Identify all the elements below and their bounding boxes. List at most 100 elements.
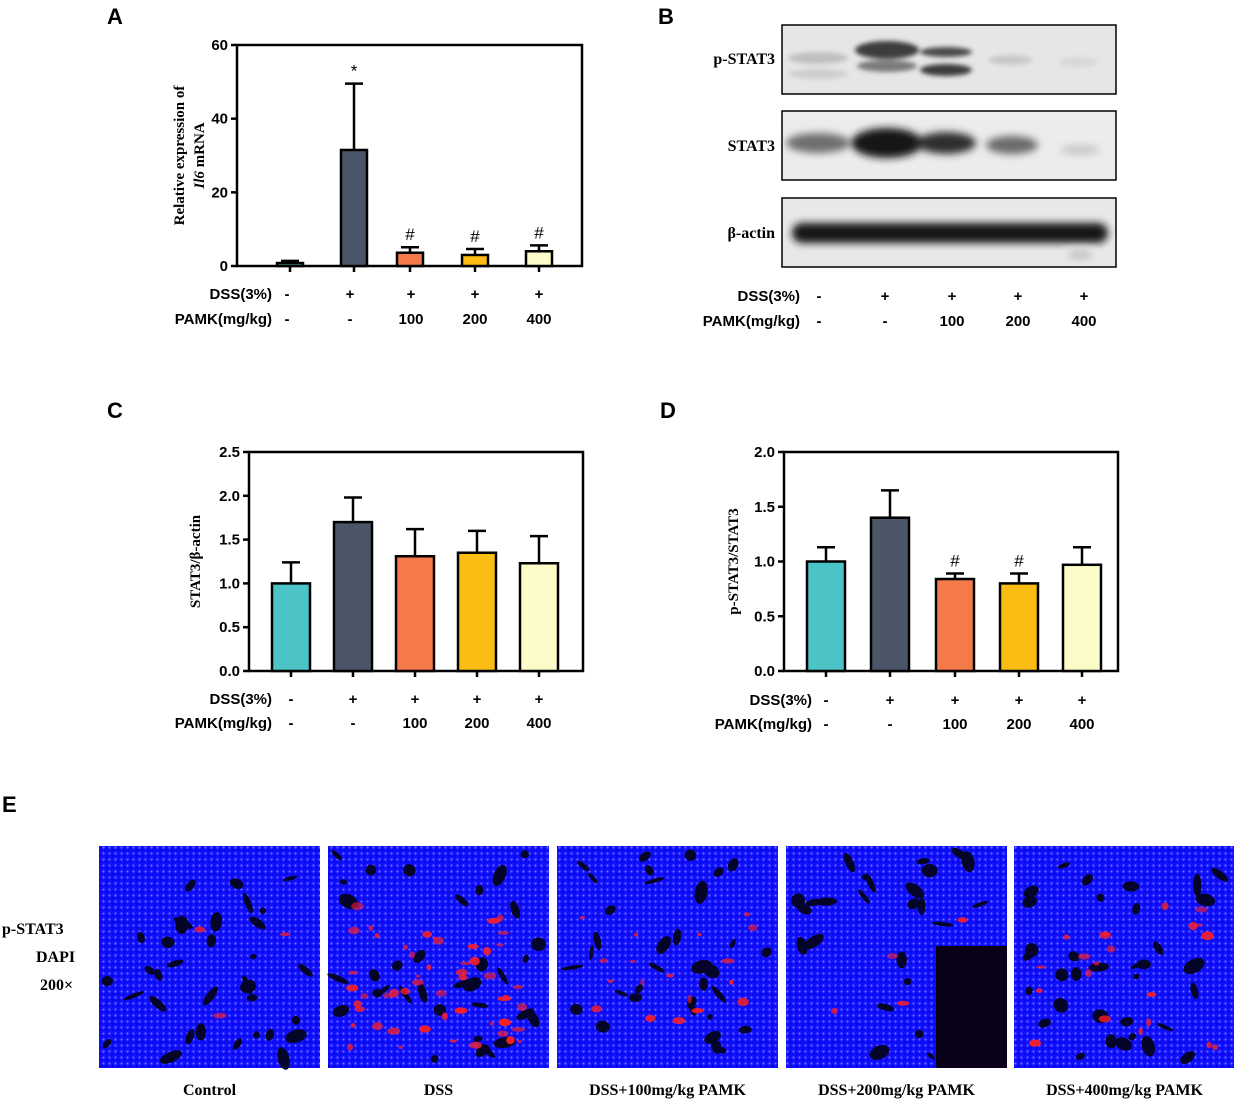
y-axis-label: Relative expression of <box>172 85 188 226</box>
y-tick-label: 1.5 <box>754 499 775 516</box>
pstat3-signal <box>347 1043 354 1051</box>
tissue-gap <box>1057 862 1071 869</box>
pstat3-signal <box>517 1003 528 1011</box>
tissue-gap <box>1180 1051 1196 1065</box>
pstat3-signal <box>483 946 492 956</box>
pamk-row-label: PAMK(mg/kg) <box>703 313 800 330</box>
pstat3-signal <box>1138 1027 1143 1036</box>
pstat3-signal <box>351 902 364 911</box>
pstat3-signal <box>346 984 359 992</box>
if-caption: DSS <box>424 1082 453 1099</box>
y-tick-label: 2.5 <box>219 444 240 461</box>
pstat3-signal <box>441 1012 448 1021</box>
pstat3-signal <box>687 994 692 1004</box>
panel-letter-b: B <box>658 4 674 29</box>
tissue-gap <box>391 960 403 971</box>
bar-dss-100 <box>394 554 436 673</box>
pstat3-signal <box>743 912 751 917</box>
dss-value: + <box>951 692 960 709</box>
tissue-gap <box>250 954 257 960</box>
tissue-gap <box>791 893 806 908</box>
pstat3-signal <box>449 1039 457 1043</box>
tissue-gap <box>154 968 163 981</box>
pstat3-signal <box>435 989 447 997</box>
tissue-gap <box>972 900 989 908</box>
pstat3-signal <box>1206 1041 1212 1049</box>
tissue-gap <box>684 849 697 861</box>
pstat3-signal <box>432 936 444 945</box>
y-tick-label: 20 <box>211 184 228 201</box>
tissue-gap <box>101 975 114 987</box>
tissue-gap <box>522 954 529 963</box>
pamk-value: 400 <box>526 311 551 328</box>
bar-dss-200 <box>998 582 1040 673</box>
tissue-gap <box>233 1038 243 1050</box>
if-legend-magnification: 200× <box>40 977 73 994</box>
pamk-value: - <box>883 313 888 330</box>
pstat3-signal <box>426 964 432 971</box>
dss-row-label: DSS(3%) <box>737 288 800 305</box>
tissue-gap <box>1025 986 1033 996</box>
tissue-gap <box>403 864 416 877</box>
tissue-gap <box>803 934 824 950</box>
dss-value: + <box>1078 692 1087 709</box>
tissue-gap <box>605 905 616 915</box>
tissue-gap <box>1096 893 1105 902</box>
pstat3-signal <box>418 1025 431 1033</box>
bar-control <box>270 582 312 673</box>
tissue-gap <box>185 879 196 892</box>
condition-rows: DSS(3%)PAMK(mg/kg)--+-+100+200+400DSS(3%… <box>175 286 1097 733</box>
y-tick-label: 0.5 <box>219 619 240 636</box>
y-axis-label: STAT3/β-actin <box>188 514 204 608</box>
significance-marker: # <box>1014 552 1024 571</box>
pstat3-signal <box>1098 1015 1111 1023</box>
dark-region <box>936 946 1007 1068</box>
pstat3-signal <box>454 1007 468 1014</box>
pstat3-signal <box>721 958 735 964</box>
tissue-gap <box>327 973 349 985</box>
tissue-gap <box>951 847 969 861</box>
dss-row-label: DSS(3%) <box>749 692 812 709</box>
tissue-gap <box>914 1029 924 1039</box>
tissue-gap <box>865 873 876 893</box>
tissue-gap <box>265 1028 275 1041</box>
bar-control <box>275 261 305 268</box>
tissue-gap <box>1022 895 1037 908</box>
pstat3-signal <box>1099 931 1112 939</box>
tissue-gap <box>249 916 266 930</box>
bar-dss-400 <box>518 562 560 673</box>
bar-dss-400 <box>1061 563 1103 673</box>
tissue-gap <box>240 979 257 994</box>
pstat3-signal <box>422 931 433 938</box>
pstat3-signal <box>279 932 291 937</box>
tissue-gap <box>1088 962 1109 972</box>
tissue-gap <box>455 894 469 907</box>
tissue-gap <box>161 936 175 948</box>
significance-marker: # <box>534 223 544 242</box>
pstat3-signal <box>469 1041 483 1049</box>
tissue-gap <box>713 867 724 877</box>
pstat3-signal <box>633 932 639 937</box>
tissue-gap <box>1115 1037 1133 1051</box>
pstat3-signal <box>830 1007 839 1015</box>
dss-value: + <box>535 691 544 708</box>
y-tick-label: 1.0 <box>754 554 775 571</box>
pstat3-signal <box>1146 992 1157 997</box>
tissue-gap <box>1211 867 1229 882</box>
tissue-gap <box>206 934 217 948</box>
pamk-value: 100 <box>942 716 967 733</box>
dss-value: + <box>471 286 480 303</box>
pstat3-signal <box>348 970 359 975</box>
pstat3-signal <box>455 968 468 977</box>
pstat3-signal <box>469 956 480 966</box>
pamk-value: - <box>817 313 822 330</box>
if-image-5: DSS+400mg/kg PAMK <box>1014 846 1234 1099</box>
bar-dss-400 <box>524 250 554 268</box>
pamk-value: 200 <box>1005 313 1030 330</box>
tissue-gap <box>185 1029 195 1045</box>
dss-value: + <box>411 691 420 708</box>
pstat3-signal <box>640 979 645 986</box>
y-tick-label: 0 <box>220 258 228 275</box>
pstat3-signal <box>372 1022 383 1030</box>
tissue-gap <box>917 898 926 916</box>
